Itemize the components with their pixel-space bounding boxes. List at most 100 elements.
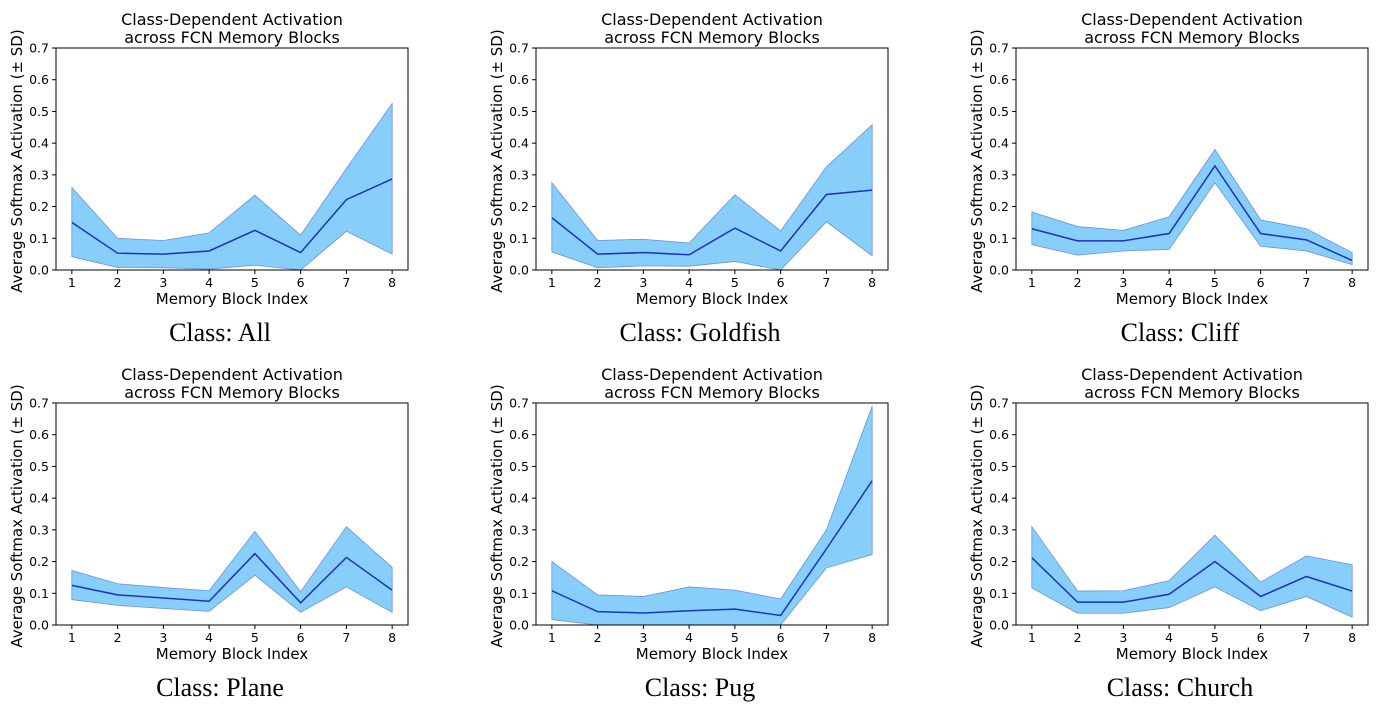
y-tick-label: 0.7	[29, 41, 49, 56]
chart-title: Class-Dependent Activation across FCN Mem…	[1081, 365, 1303, 402]
x-tick-label: 8	[1348, 630, 1356, 645]
sd-band	[551, 123, 873, 271]
x-tick-label: 8	[868, 275, 876, 290]
y-tick-label: 0.6	[509, 427, 529, 442]
chart-title: Class-Dependent Activation across FCN Mem…	[121, 365, 343, 402]
y-tick-label: 0.7	[989, 396, 1009, 411]
y-tick-label: 0.1	[509, 231, 529, 246]
y-tick-label: 0.3	[509, 522, 529, 537]
y-tick-label: 0.2	[989, 199, 1009, 214]
x-tick-label: 1	[68, 275, 76, 290]
x-tick-label: 6	[777, 630, 785, 645]
x-tick-label: 8	[1348, 275, 1356, 290]
x-tick-label: 4	[205, 630, 213, 645]
y-tick-label: 0.7	[509, 396, 529, 411]
x-axis-label: Memory Block Index	[636, 290, 789, 308]
x-tick-label: 1	[548, 275, 556, 290]
y-tick-label: 0.5	[509, 104, 529, 119]
axes-frame	[1015, 47, 1369, 271]
y-tick-label: 0.2	[509, 199, 529, 214]
x-tick-label: 6	[1257, 630, 1265, 645]
y-tick-label: 0.0	[29, 618, 49, 633]
y-tick-label: 0.3	[29, 522, 49, 537]
y-tick-label: 0.7	[989, 41, 1009, 56]
x-axis-label: Memory Block Index	[1116, 645, 1269, 663]
y-tick-label: 0.4	[29, 136, 49, 151]
x-tick-label: 3	[639, 275, 647, 290]
chart-panel: Class-Dependent Activation across FCN Mem…	[480, 0, 920, 350]
x-tick-label: 2	[114, 630, 122, 645]
y-tick-label: 0.0	[989, 618, 1009, 633]
mean-line	[1031, 557, 1353, 603]
x-tick-label: 4	[685, 630, 693, 645]
y-tick-label: 0.5	[989, 104, 1009, 119]
x-tick-label: 7	[822, 275, 830, 290]
chart-svg: Class-Dependent Activation across FCN Mem…	[488, 365, 889, 663]
sd-band	[1031, 525, 1353, 618]
x-tick-label: 5	[251, 275, 259, 290]
chart-svg: Class-Dependent Activation across FCN Mem…	[968, 365, 1369, 663]
chart-title: Class-Dependent Activation across FCN Mem…	[121, 10, 343, 47]
y-tick-label: 0.6	[29, 72, 49, 87]
y-tick-label: 0.0	[989, 263, 1009, 278]
axes-frame	[535, 402, 889, 626]
y-axis-label: Average Softmax Activation (± SD)	[488, 29, 506, 292]
chart-panel: Class-Dependent Activation across FCN Mem…	[960, 355, 1376, 705]
x-tick-label: 2	[594, 275, 602, 290]
chart-title: Class-Dependent Activation across FCN Mem…	[601, 365, 823, 402]
x-tick-label: 5	[731, 275, 739, 290]
panel-caption: Class: Goldfish	[619, 318, 781, 347]
panel-caption: Class: All	[169, 318, 271, 347]
x-tick-label: 1	[68, 630, 76, 645]
y-tick-label: 0.6	[509, 72, 529, 87]
x-tick-label: 1	[1028, 275, 1036, 290]
panel-caption: Class: Plane	[156, 673, 284, 702]
y-tick-label: 0.1	[989, 231, 1009, 246]
chart-panel: Class-Dependent Activation across FCN Mem…	[0, 355, 440, 705]
chart-panel: Class-Dependent Activation across FCN Mem…	[0, 0, 440, 350]
y-tick-label: 0.7	[29, 396, 49, 411]
x-tick-label: 7	[822, 630, 830, 645]
y-tick-label: 0.2	[29, 554, 49, 569]
mean-line	[551, 480, 873, 617]
sd-band	[71, 526, 393, 613]
chart-svg: Class-Dependent Activation across FCN Mem…	[8, 365, 409, 663]
axes-frame	[1015, 402, 1369, 626]
x-tick-label: 7	[1302, 630, 1310, 645]
y-tick-label: 0.3	[29, 167, 49, 182]
x-tick-label: 1	[548, 630, 556, 645]
x-tick-label: 6	[1257, 275, 1265, 290]
mean-line	[71, 178, 393, 255]
y-axis-label: Average Softmax Activation (± SD)	[488, 384, 506, 647]
x-tick-label: 3	[1119, 275, 1127, 290]
mean-line	[1031, 164, 1353, 262]
mean-line	[551, 189, 873, 256]
y-tick-label: 0.3	[509, 167, 529, 182]
x-axis-label: Memory Block Index	[1116, 290, 1269, 308]
sd-band	[551, 406, 873, 626]
x-tick-label: 8	[388, 275, 396, 290]
x-tick-label: 2	[594, 630, 602, 645]
sd-band	[71, 102, 393, 271]
x-tick-label: 4	[205, 275, 213, 290]
chart-svg: Class-Dependent Activation across FCN Mem…	[8, 10, 409, 308]
y-tick-label: 0.2	[989, 554, 1009, 569]
y-tick-label: 0.0	[509, 618, 529, 633]
axes-frame	[55, 47, 409, 271]
x-tick-label: 5	[731, 630, 739, 645]
chart-title: Class-Dependent Activation across FCN Mem…	[601, 10, 823, 47]
y-tick-label: 0.3	[989, 167, 1009, 182]
y-tick-label: 0.5	[989, 459, 1009, 474]
x-axis-label: Memory Block Index	[636, 645, 789, 663]
x-tick-label: 8	[388, 630, 396, 645]
y-axis-label: Average Softmax Activation (± SD)	[968, 29, 986, 292]
x-tick-label: 4	[685, 275, 693, 290]
x-tick-label: 6	[777, 275, 785, 290]
y-tick-label: 0.4	[509, 491, 529, 506]
x-axis-label: Memory Block Index	[156, 290, 309, 308]
panel-caption: Class: Cliff	[1120, 318, 1240, 347]
x-tick-label: 5	[1211, 275, 1219, 290]
y-tick-label: 0.6	[989, 72, 1009, 87]
chart-svg: Class-Dependent Activation across FCN Mem…	[488, 10, 889, 308]
y-tick-label: 0.2	[509, 554, 529, 569]
